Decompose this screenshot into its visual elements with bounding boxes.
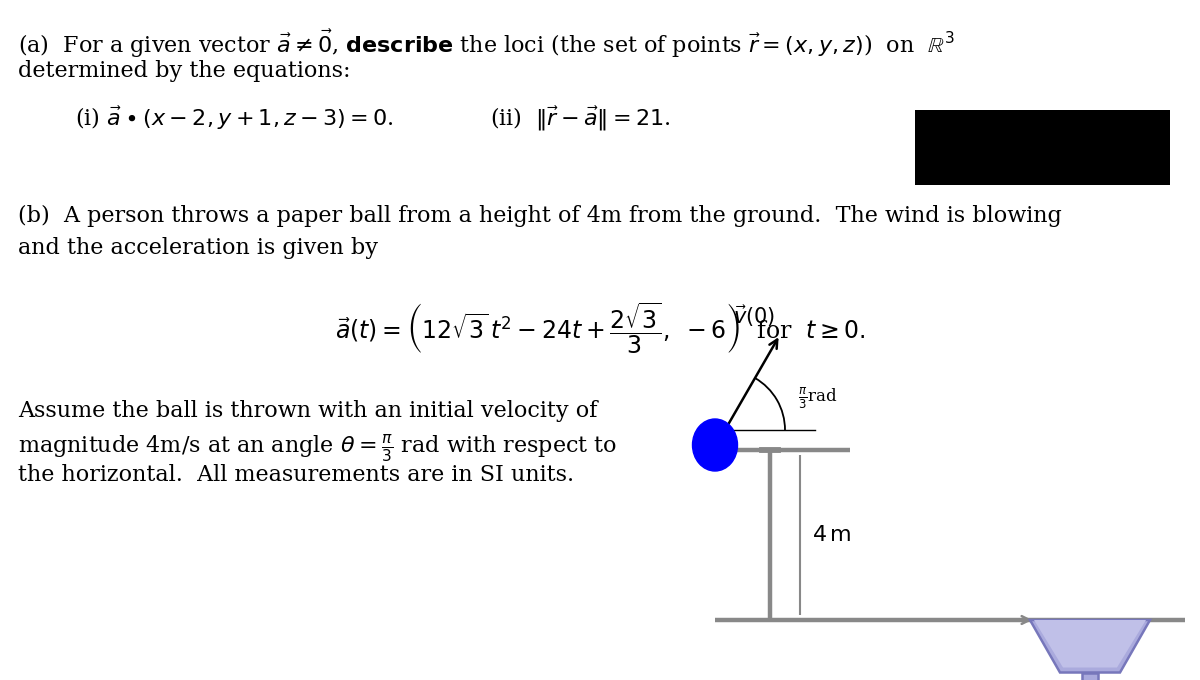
Text: (a)  For a given vector $\vec{a} \neq \vec{0}$, $\mathbf{describe}$ the loci (th: (a) For a given vector $\vec{a} \neq \ve… [18, 28, 955, 61]
Text: (ii)  $\|\vec{r} - \vec{a}\| = 21$.: (ii) $\|\vec{r} - \vec{a}\| = 21$. [490, 105, 671, 133]
Text: $4\,\mathrm{m}$: $4\,\mathrm{m}$ [812, 524, 852, 546]
Ellipse shape [692, 419, 738, 471]
Text: $\vec{v}(0)$: $\vec{v}(0)$ [733, 303, 775, 328]
Text: Assume the ball is thrown with an initial velocity of: Assume the ball is thrown with an initia… [18, 400, 598, 422]
Text: the horizontal.  All measurements are in SI units.: the horizontal. All measurements are in … [18, 464, 574, 486]
Text: $\frac{\pi}{3}$rad: $\frac{\pi}{3}$rad [798, 386, 838, 411]
Text: (b)  A person throws a paper ball from a height of 4m from the ground.  The wind: (b) A person throws a paper ball from a … [18, 205, 1062, 227]
Text: $\vec{a}(t) = \left( 12\sqrt{3}\,t^2 - 24t + \dfrac{2\sqrt{3}}{3},\ -6 \right)$ : $\vec{a}(t) = \left( 12\sqrt{3}\,t^2 - 2… [335, 300, 865, 356]
Polygon shape [1030, 620, 1150, 673]
Text: magnitude 4m/s at an angle $\theta = \frac{\pi}{3}$ rad with respect to: magnitude 4m/s at an angle $\theta = \fr… [18, 432, 617, 464]
Text: and the acceleration is given by: and the acceleration is given by [18, 237, 378, 259]
Polygon shape [1034, 620, 1146, 668]
Text: (i) $\vec{a} \bullet (x-2, y+1, z-3) = 0$.: (i) $\vec{a} \bullet (x-2, y+1, z-3) = 0… [74, 105, 394, 132]
Bar [1082, 673, 1098, 680]
Text: determined by the equations:: determined by the equations: [18, 60, 350, 82]
Bar [916, 110, 1170, 185]
